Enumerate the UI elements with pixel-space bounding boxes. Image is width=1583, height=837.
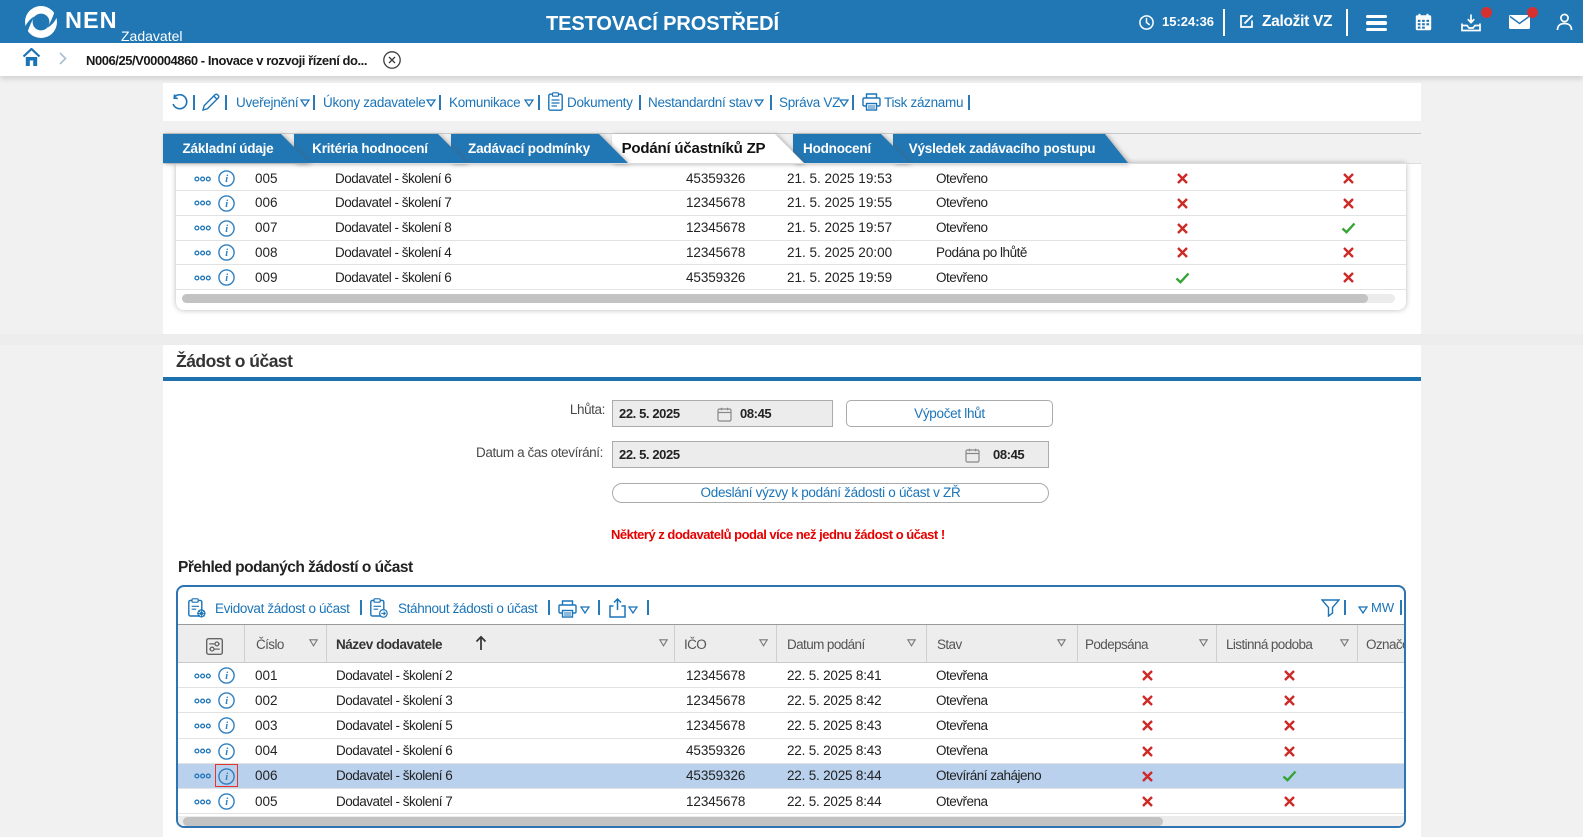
svg-text:i: i — [225, 722, 228, 733]
svg-text:i: i — [225, 273, 228, 284]
svg-text:i: i — [225, 224, 228, 235]
svg-text:i: i — [225, 797, 228, 808]
svg-text:i: i — [225, 747, 228, 758]
svg-text:i: i — [225, 696, 228, 707]
svg-text:i: i — [225, 174, 228, 185]
svg-text:i: i — [225, 772, 228, 783]
svg-text:i: i — [225, 671, 228, 682]
svg-text:i: i — [225, 199, 228, 210]
svg-text:i: i — [225, 249, 228, 260]
